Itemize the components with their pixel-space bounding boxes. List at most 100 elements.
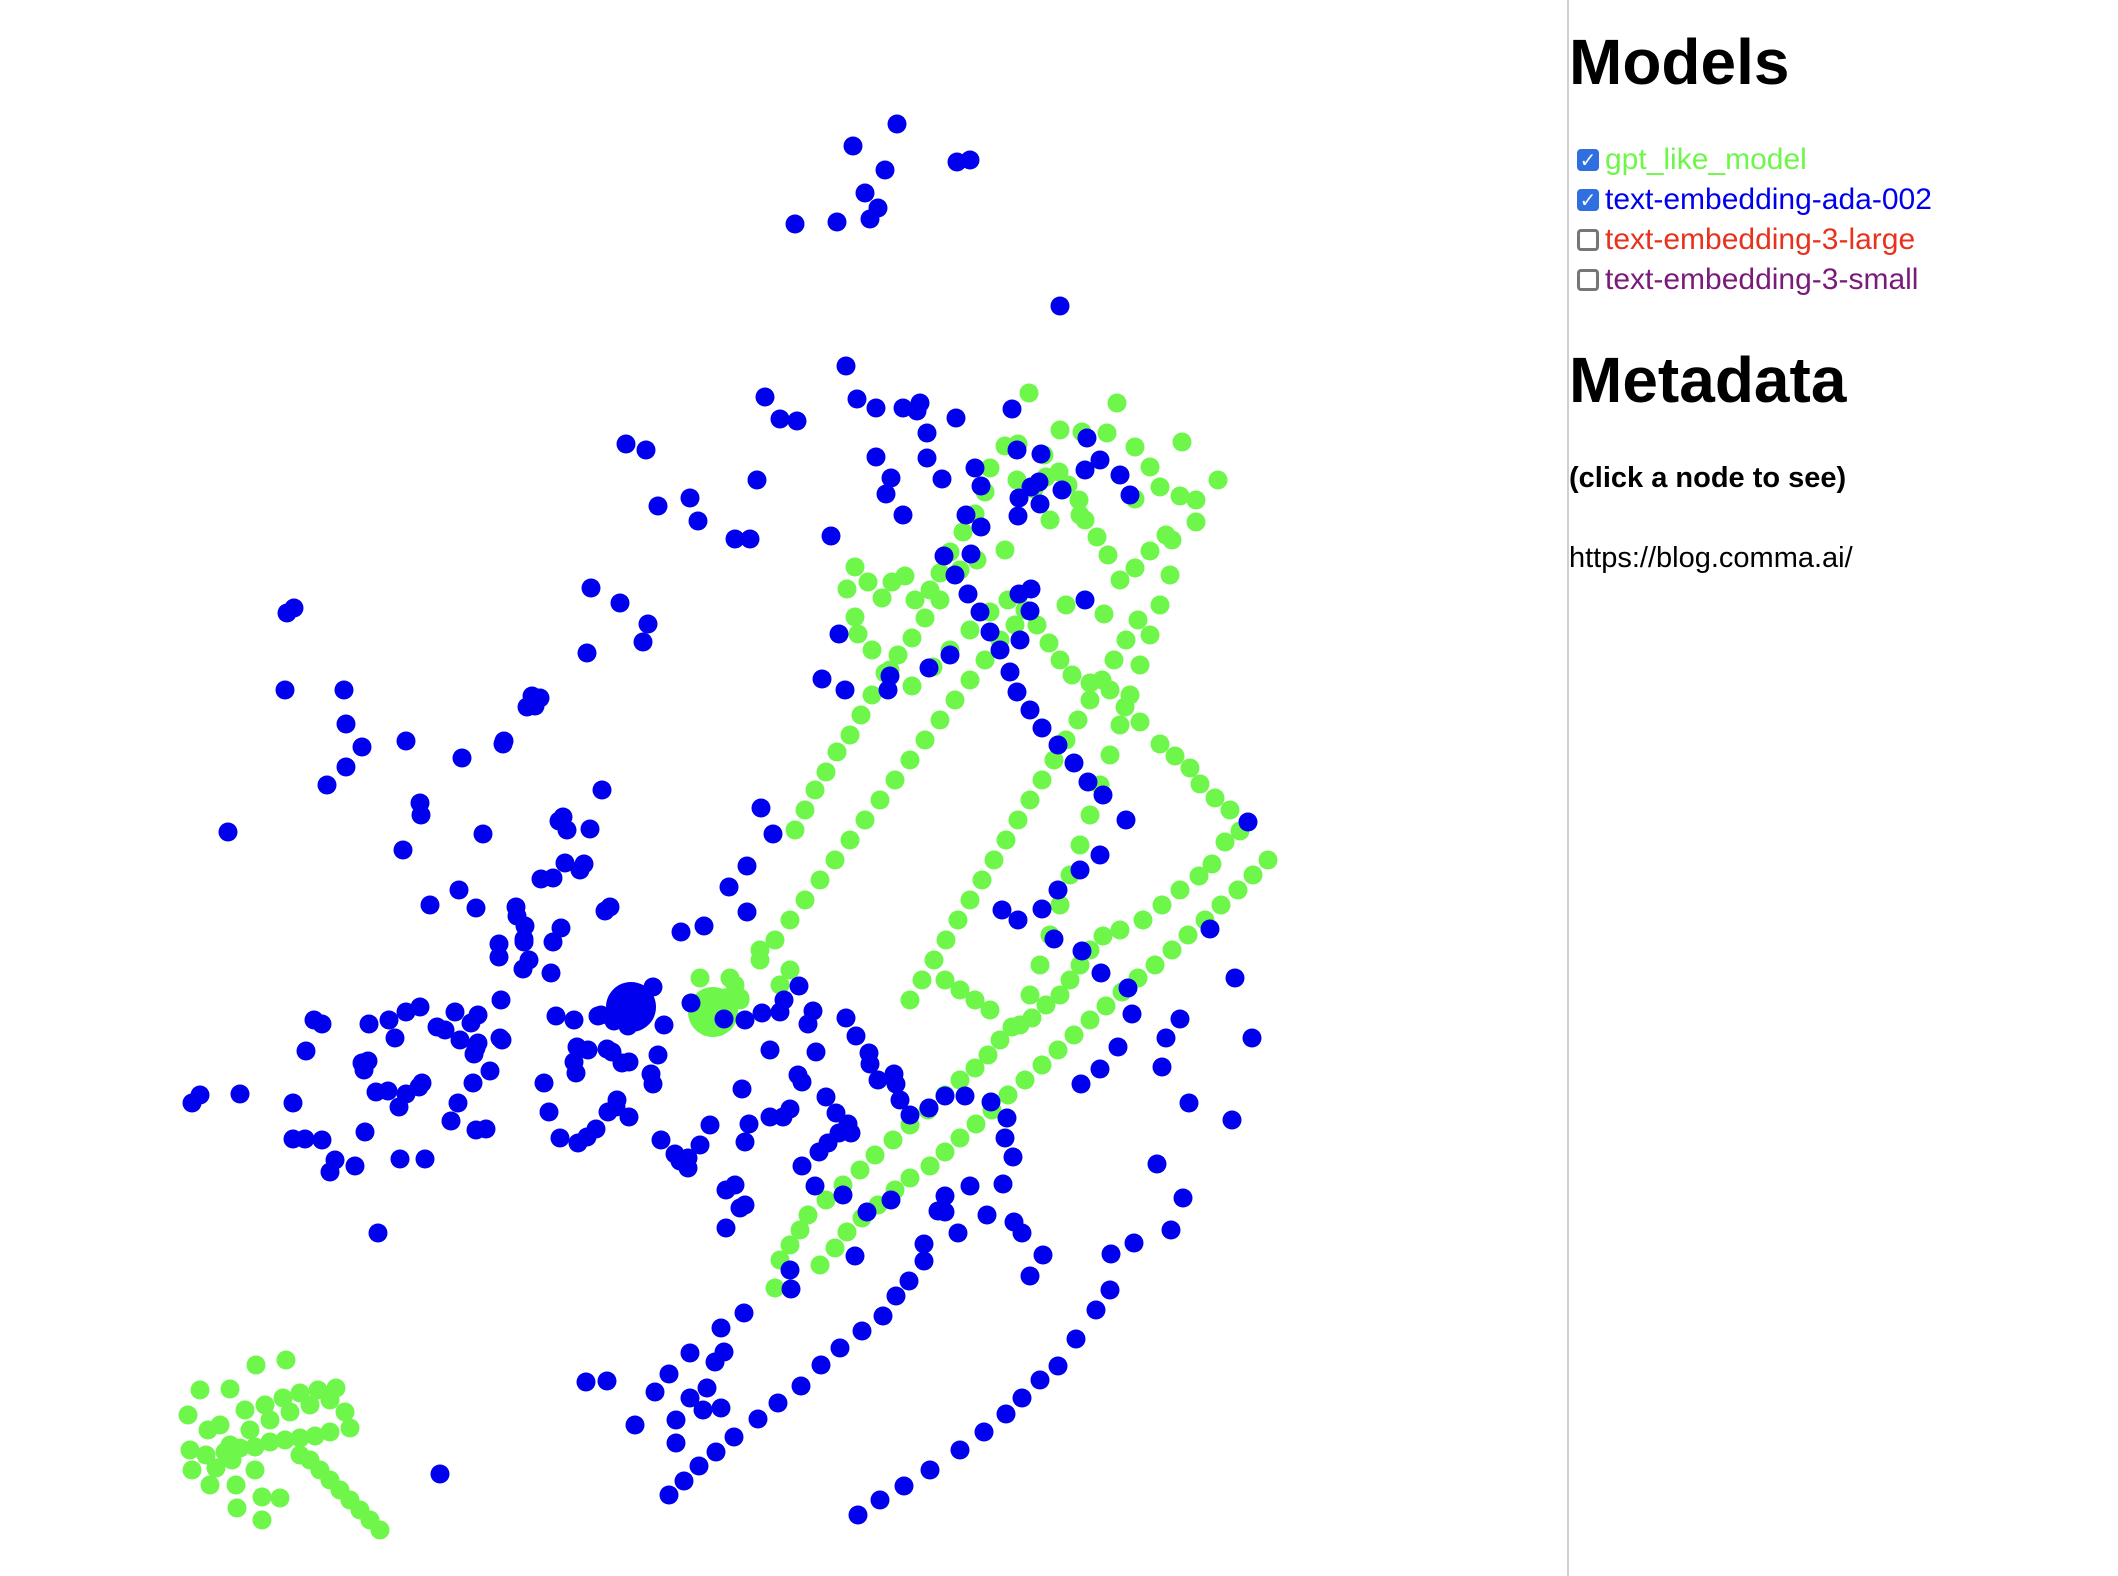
scatter-point[interactable] [935, 970, 955, 990]
scatter-point[interactable] [230, 1438, 250, 1458]
scatter-point[interactable] [260, 1432, 280, 1452]
scatter-point[interactable] [1186, 490, 1206, 510]
scatter-point[interactable] [780, 1235, 800, 1255]
scatter-point[interactable] [235, 1400, 255, 1420]
scatter-point[interactable] [719, 877, 739, 897]
scatter-point[interactable] [638, 614, 658, 634]
scatter-point[interactable] [905, 590, 925, 610]
scatter-point[interactable] [1110, 715, 1130, 735]
scatter-point[interactable] [1118, 978, 1138, 998]
scatter-point[interactable] [359, 1014, 379, 1034]
scatter-point[interactable] [1030, 494, 1050, 514]
scatter-point[interactable] [340, 1418, 360, 1438]
scatter-point[interactable] [270, 1488, 290, 1508]
scatter-point[interactable] [210, 1415, 230, 1435]
scatter-point[interactable] [850, 1160, 870, 1180]
scatter-point[interactable] [912, 970, 932, 990]
scatter-point[interactable] [843, 136, 863, 156]
scatter-point[interactable] [1005, 615, 1025, 635]
scatter-point[interactable] [950, 980, 970, 1000]
scatter-point[interactable] [1008, 810, 1028, 830]
scatter-point[interactable] [870, 790, 890, 810]
scatter-point[interactable] [576, 1372, 596, 1392]
scatter-point[interactable] [1093, 926, 1113, 946]
scatter-point[interactable] [958, 584, 978, 604]
scatter-point[interactable] [555, 853, 575, 873]
scatter-point[interactable] [491, 990, 511, 1010]
scatter-point[interactable] [1052, 480, 1072, 500]
scatter-point[interactable] [750, 940, 770, 960]
model-checkbox[interactable]: ✓ [1577, 149, 1599, 171]
scatter-point[interactable] [885, 770, 905, 790]
scatter-point[interactable] [1200, 919, 1220, 939]
scatter-point[interactable] [1170, 1009, 1190, 1029]
scatter-point[interactable] [809, 1142, 829, 1162]
scatter-point[interactable] [1110, 570, 1130, 590]
scatter-point[interactable] [1031, 444, 1051, 464]
scatter-point[interactable] [935, 1086, 955, 1106]
scatter-point[interactable] [739, 1114, 759, 1134]
scatter-point[interactable] [924, 950, 944, 970]
scatter-point[interactable] [591, 1005, 611, 1025]
scatter-point[interactable] [317, 775, 337, 795]
scatter-point[interactable] [993, 1174, 1013, 1194]
scatter-point[interactable] [740, 529, 760, 549]
scatter-point[interactable] [1050, 420, 1070, 440]
selected-point[interactable] [606, 982, 656, 1032]
scatter-point[interactable] [218, 822, 238, 842]
model-item-text-embedding-3-large[interactable]: text-embedding-3-large [1577, 220, 1932, 260]
scatter-point[interactable] [182, 1460, 202, 1480]
scatter-point[interactable] [960, 1176, 980, 1196]
scatter-point[interactable] [598, 1102, 618, 1122]
scatter-point[interactable] [448, 1093, 468, 1113]
scatter-point[interactable] [825, 1238, 845, 1258]
scatter-point[interactable] [700, 1115, 720, 1135]
scatter-point[interactable] [965, 1058, 985, 1078]
scatter-point[interactable] [1032, 1055, 1052, 1075]
scatter-point[interactable] [886, 1286, 906, 1306]
scatter-point[interactable] [1056, 595, 1076, 615]
scatter-point[interactable] [1180, 758, 1200, 778]
scatter-point[interactable] [960, 890, 980, 910]
scatter-point[interactable] [948, 1223, 968, 1243]
scatter-point[interactable] [805, 780, 825, 800]
scatter-point[interactable] [1170, 880, 1190, 900]
scatter-point[interactable] [734, 1303, 754, 1323]
scatter-point[interactable] [950, 1440, 970, 1460]
scatter-point[interactable] [1133, 910, 1153, 930]
scatter-point[interactable] [476, 1119, 496, 1139]
scatter-point[interactable] [917, 423, 937, 443]
scatter-point[interactable] [1069, 490, 1089, 510]
scatter-point[interactable] [948, 910, 968, 930]
scatter-point[interactable] [1003, 1147, 1023, 1167]
model-item-gpt_like_model[interactable]: ✓ gpt_like_model [1577, 140, 1932, 180]
scatter-point[interactable] [935, 1186, 955, 1206]
scatter-point[interactable] [902, 676, 922, 696]
scatter-point[interactable] [543, 932, 563, 952]
scatter-point[interactable] [1029, 472, 1049, 492]
scatter-point[interactable] [600, 897, 620, 917]
scatter-point[interactable] [894, 1476, 914, 1496]
scatter-point[interactable] [972, 870, 992, 890]
scatter-point[interactable] [1080, 1010, 1100, 1030]
scatter-point[interactable] [275, 1430, 295, 1450]
scatter-point[interactable] [200, 1475, 220, 1495]
scatter-point[interactable] [1190, 774, 1210, 794]
scatter-point[interactable] [539, 1102, 559, 1122]
scatter-point[interactable] [984, 850, 1004, 870]
scatter-point[interactable] [900, 1168, 920, 1188]
scatter-point[interactable] [833, 1185, 853, 1205]
scatter-point[interactable] [1007, 470, 1027, 490]
scatter-point[interactable] [900, 750, 920, 770]
scatter-point[interactable] [826, 1103, 846, 1123]
scatter-point[interactable] [812, 669, 832, 689]
scatter-point[interactable] [659, 1364, 679, 1384]
scatter-point[interactable] [768, 1393, 788, 1413]
scatter-point[interactable] [974, 1422, 994, 1442]
scatter-point[interactable] [546, 1006, 566, 1026]
scatter-point[interactable] [998, 1085, 1018, 1105]
scatter-point[interactable] [795, 800, 815, 820]
scatter-point[interactable] [848, 624, 868, 644]
scatter-point[interactable] [1080, 690, 1100, 710]
scatter-point[interactable] [550, 1128, 570, 1148]
